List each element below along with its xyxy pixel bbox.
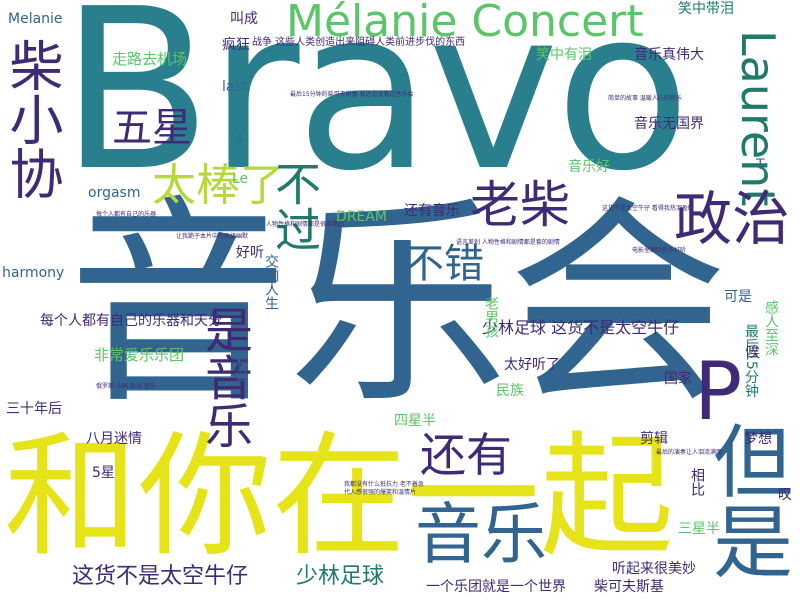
word-zhanzheng: 战争 这些人类创造出来阻碍人类前进步伐的东西	[252, 37, 466, 48]
word-haoting: 好听	[236, 245, 264, 261]
word-small-11: 俄罗斯 法国 政治 音乐	[96, 383, 156, 390]
word-fengkuang: 疯狂	[222, 37, 250, 53]
word-guojia: 国家	[664, 371, 692, 387]
word-shiyinyue: 是音乐	[196, 305, 252, 449]
word-sanxingban: 三星半	[678, 521, 720, 537]
word-sanshinian: 三十年后	[6, 401, 62, 417]
word-le: Le	[232, 171, 249, 187]
word-yinyue: 音乐	[415, 496, 547, 573]
word-keshi: 可是	[724, 289, 752, 305]
word-small-12: 最后的演奏让人泪流满面	[656, 449, 723, 456]
word-jiaocheng: 叫成	[230, 11, 258, 27]
word-small-9: 这货不是太空牛仔 看得我热泪盈眶	[602, 205, 694, 212]
word-chaixiaoxie: 柴小协	[0, 38, 63, 200]
word-dream: DREAM	[336, 209, 388, 225]
word-xiaozhong-youlei: 笑中有泪	[536, 47, 592, 63]
word-hexie: 和谐	[233, 354, 249, 382]
word-buguo: 不过	[268, 160, 322, 252]
word-minzu: 民族	[496, 383, 524, 399]
word-s: s	[236, 131, 244, 147]
word-taihaotingle: 太好听了	[504, 357, 560, 373]
word-small-3: 让我跪于本片中的高级幽默	[176, 233, 249, 240]
word-tan: 叹	[778, 487, 792, 503]
word-danshi: 但是	[700, 420, 793, 580]
word-yinyuehao: 音乐好	[568, 159, 610, 175]
word-small-2: 人物性格和剧情都是很套路的	[266, 221, 345, 228]
word-small-8: 简单的故事 温暖人心的音乐	[608, 95, 682, 102]
word-shaolin-zhehuo: 少林足球 这货不是太空牛仔	[482, 318, 680, 337]
word-small-7: 每个人都有自己的乐器	[96, 211, 157, 218]
word-small-6: 代入感很强的爆笑和温情片	[344, 489, 417, 496]
word-heniyiqi: 和你在一起	[4, 419, 675, 575]
word-taibangle: 太棒了	[152, 160, 284, 211]
word-bravo: Bravo	[60, 0, 691, 220]
word-5xing: 5星	[92, 465, 115, 481]
word-melanie: Melanie	[8, 11, 63, 27]
word-small-1: 最后15分钟的柴可夫斯基 我还是没看过音乐会	[290, 91, 414, 98]
word-zhengzhi: 政治	[674, 185, 791, 253]
word-t: T	[756, 157, 765, 173]
word-shaolin: 少林足球	[296, 564, 385, 589]
word-xiangbi: 相比	[689, 468, 705, 496]
word-jianji: 剪辑	[640, 431, 668, 447]
word-zoulu: 走路去机场	[112, 50, 188, 68]
word-small-4: 语言差别 人物性格和剧情都是套的剧情	[456, 239, 560, 246]
word-orgasm: orgasm	[88, 185, 141, 201]
word-zhehuo: 这货不是太空牛仔	[72, 564, 249, 589]
word-yige-yuetuan: 一个乐团就是一个世界	[426, 579, 566, 595]
word-small-5: 我都没有什么抵抗力 老不着急	[344, 481, 424, 488]
word-melanie-concert: Mélanie Concert	[286, 0, 644, 47]
word-harmony: harmony	[2, 265, 65, 281]
word-last: last	[222, 79, 248, 95]
word-small-10: 电影里面的音乐好听	[632, 247, 687, 254]
word-sixingban: 四星半	[394, 413, 436, 429]
word-laochai: 老柴	[470, 176, 570, 234]
word-bayue: 八月迷情	[86, 431, 142, 447]
word-tingqilai: 听起来很美妙	[612, 561, 696, 577]
word-wuxing: 五星	[112, 105, 192, 151]
word-haiyou-yinyue: 还有音乐	[404, 203, 460, 219]
word-ai: 唉	[746, 345, 760, 361]
word-mengxiang: 梦想	[744, 431, 772, 447]
word-ganren: 感人至深	[763, 300, 779, 356]
word-p: P	[694, 345, 743, 438]
word-feichang: 非常爱乐乐团	[94, 346, 185, 364]
word-chaikefusiji: 柴可夫斯基	[594, 579, 664, 595]
word-yinyue-zhenweida: 音乐真伟大	[634, 47, 704, 63]
word-zuihou: 最后15分钟	[743, 324, 759, 398]
word-jiaoxiang: 交响人生	[263, 254, 279, 310]
word-laurent: Laurent	[731, 30, 785, 207]
word-meigeren: 每个人都有自己的乐器和天分	[40, 313, 222, 329]
word-haiyou: 还有	[420, 428, 512, 482]
word-laonanhai: 老男孩	[483, 296, 499, 338]
word-buchuo: 不错	[404, 241, 484, 287]
word-yinyue-wuguojie: 音乐无国界	[634, 116, 704, 132]
word-yinyuehui: 音乐会	[68, 177, 729, 433]
word-xiaozhong-dailei: 笑中带泪	[678, 1, 734, 17]
